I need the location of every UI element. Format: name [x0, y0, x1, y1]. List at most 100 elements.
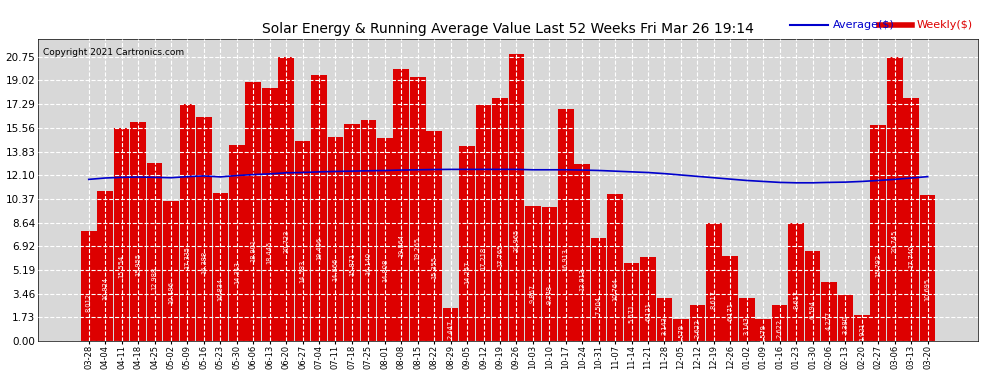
Text: 14.313: 14.313 [234, 261, 240, 284]
Bar [393, 69, 409, 341]
Text: 14.257: 14.257 [464, 261, 470, 284]
Bar [492, 98, 508, 341]
Text: 19.265: 19.265 [415, 237, 421, 260]
Bar [246, 82, 261, 341]
Text: 3.143: 3.143 [743, 316, 749, 335]
Text: 15.871: 15.871 [348, 254, 355, 276]
Text: 7.504: 7.504 [596, 296, 602, 315]
Bar [328, 137, 344, 341]
Bar [821, 282, 837, 341]
Text: 2.622: 2.622 [776, 319, 783, 338]
Bar [311, 75, 327, 341]
Text: 5.671: 5.671 [629, 304, 635, 323]
Bar [97, 191, 113, 341]
Bar [262, 88, 277, 341]
Text: 10.834: 10.834 [218, 278, 224, 301]
Text: 17.740: 17.740 [908, 244, 914, 268]
Text: 19.406: 19.406 [316, 236, 322, 260]
Bar [904, 98, 919, 341]
Text: 15.355: 15.355 [432, 256, 438, 279]
Text: 17.335: 17.335 [184, 246, 190, 269]
Bar [147, 163, 162, 341]
Bar [427, 130, 442, 341]
Text: 3.380: 3.380 [842, 315, 848, 334]
Text: 15.955: 15.955 [135, 253, 142, 276]
Bar [805, 251, 821, 341]
Text: 8.617: 8.617 [793, 290, 799, 309]
Bar [476, 105, 491, 341]
Text: 20.965: 20.965 [514, 229, 520, 252]
Bar [213, 193, 228, 341]
Bar [196, 117, 212, 341]
Text: 14.808: 14.808 [382, 258, 388, 282]
Text: 8.012: 8.012 [86, 293, 92, 312]
Bar [295, 141, 311, 341]
Bar [788, 223, 804, 341]
Bar [443, 308, 458, 341]
Bar [673, 320, 689, 341]
Text: 4.277: 4.277 [826, 311, 832, 330]
Text: 6.594: 6.594 [810, 300, 816, 319]
Bar [509, 54, 525, 341]
Text: 16.388: 16.388 [201, 251, 207, 274]
Bar [706, 223, 722, 341]
Text: 10.196: 10.196 [168, 280, 174, 304]
Text: 1.579: 1.579 [678, 324, 684, 343]
Text: 14.866: 14.866 [333, 258, 339, 281]
Bar [723, 256, 739, 341]
Bar [591, 238, 607, 341]
Text: Weekly($): Weekly($) [917, 20, 973, 30]
Bar [870, 125, 886, 341]
Bar [459, 146, 475, 341]
Bar [690, 305, 705, 341]
Text: 16.913: 16.913 [562, 249, 569, 272]
Bar [179, 104, 195, 341]
Text: Average($): Average($) [833, 20, 894, 30]
Text: 18.445: 18.445 [266, 241, 272, 264]
Bar [739, 298, 754, 341]
Text: 10.764: 10.764 [612, 278, 618, 301]
Bar [229, 145, 245, 341]
Text: 19.864: 19.864 [398, 234, 404, 257]
Text: 6.171: 6.171 [728, 302, 734, 321]
Bar [542, 207, 557, 341]
Bar [81, 231, 97, 341]
Bar [410, 77, 426, 341]
Bar [854, 315, 869, 341]
Bar [525, 206, 541, 341]
Text: 2.447: 2.447 [447, 320, 453, 339]
Text: 9.778: 9.778 [546, 285, 552, 304]
Bar [772, 305, 787, 341]
Text: 20.745: 20.745 [892, 230, 898, 253]
Text: 18.901: 18.901 [250, 239, 256, 262]
Bar [574, 164, 590, 341]
Bar [656, 298, 672, 341]
Bar [755, 320, 771, 341]
Text: 12.988: 12.988 [151, 267, 157, 290]
Bar [641, 257, 655, 341]
Text: Copyright 2021 Cartronics.com: Copyright 2021 Cartronics.com [43, 48, 184, 57]
Bar [607, 194, 623, 341]
Text: 10.695: 10.695 [925, 278, 931, 301]
Bar [131, 123, 146, 341]
Bar [920, 195, 936, 341]
Text: 6.121: 6.121 [645, 302, 651, 321]
Bar [624, 263, 640, 341]
Bar [887, 57, 903, 341]
Bar [377, 138, 393, 341]
Text: 9.867: 9.867 [530, 284, 536, 303]
Bar [114, 128, 130, 341]
Text: 1.921: 1.921 [859, 322, 865, 341]
Bar [838, 295, 853, 341]
Bar [345, 124, 359, 341]
Bar [163, 201, 179, 341]
Text: 10.924: 10.924 [102, 277, 108, 300]
Text: 1.579: 1.579 [760, 324, 766, 343]
Bar [558, 110, 573, 341]
Text: 17.765: 17.765 [497, 244, 503, 267]
Text: 14.583: 14.583 [300, 260, 306, 283]
Text: 8.617: 8.617 [711, 290, 717, 309]
Text: 15.554: 15.554 [119, 255, 125, 278]
Text: 20.723: 20.723 [283, 230, 289, 253]
Text: 3.143: 3.143 [661, 316, 667, 335]
